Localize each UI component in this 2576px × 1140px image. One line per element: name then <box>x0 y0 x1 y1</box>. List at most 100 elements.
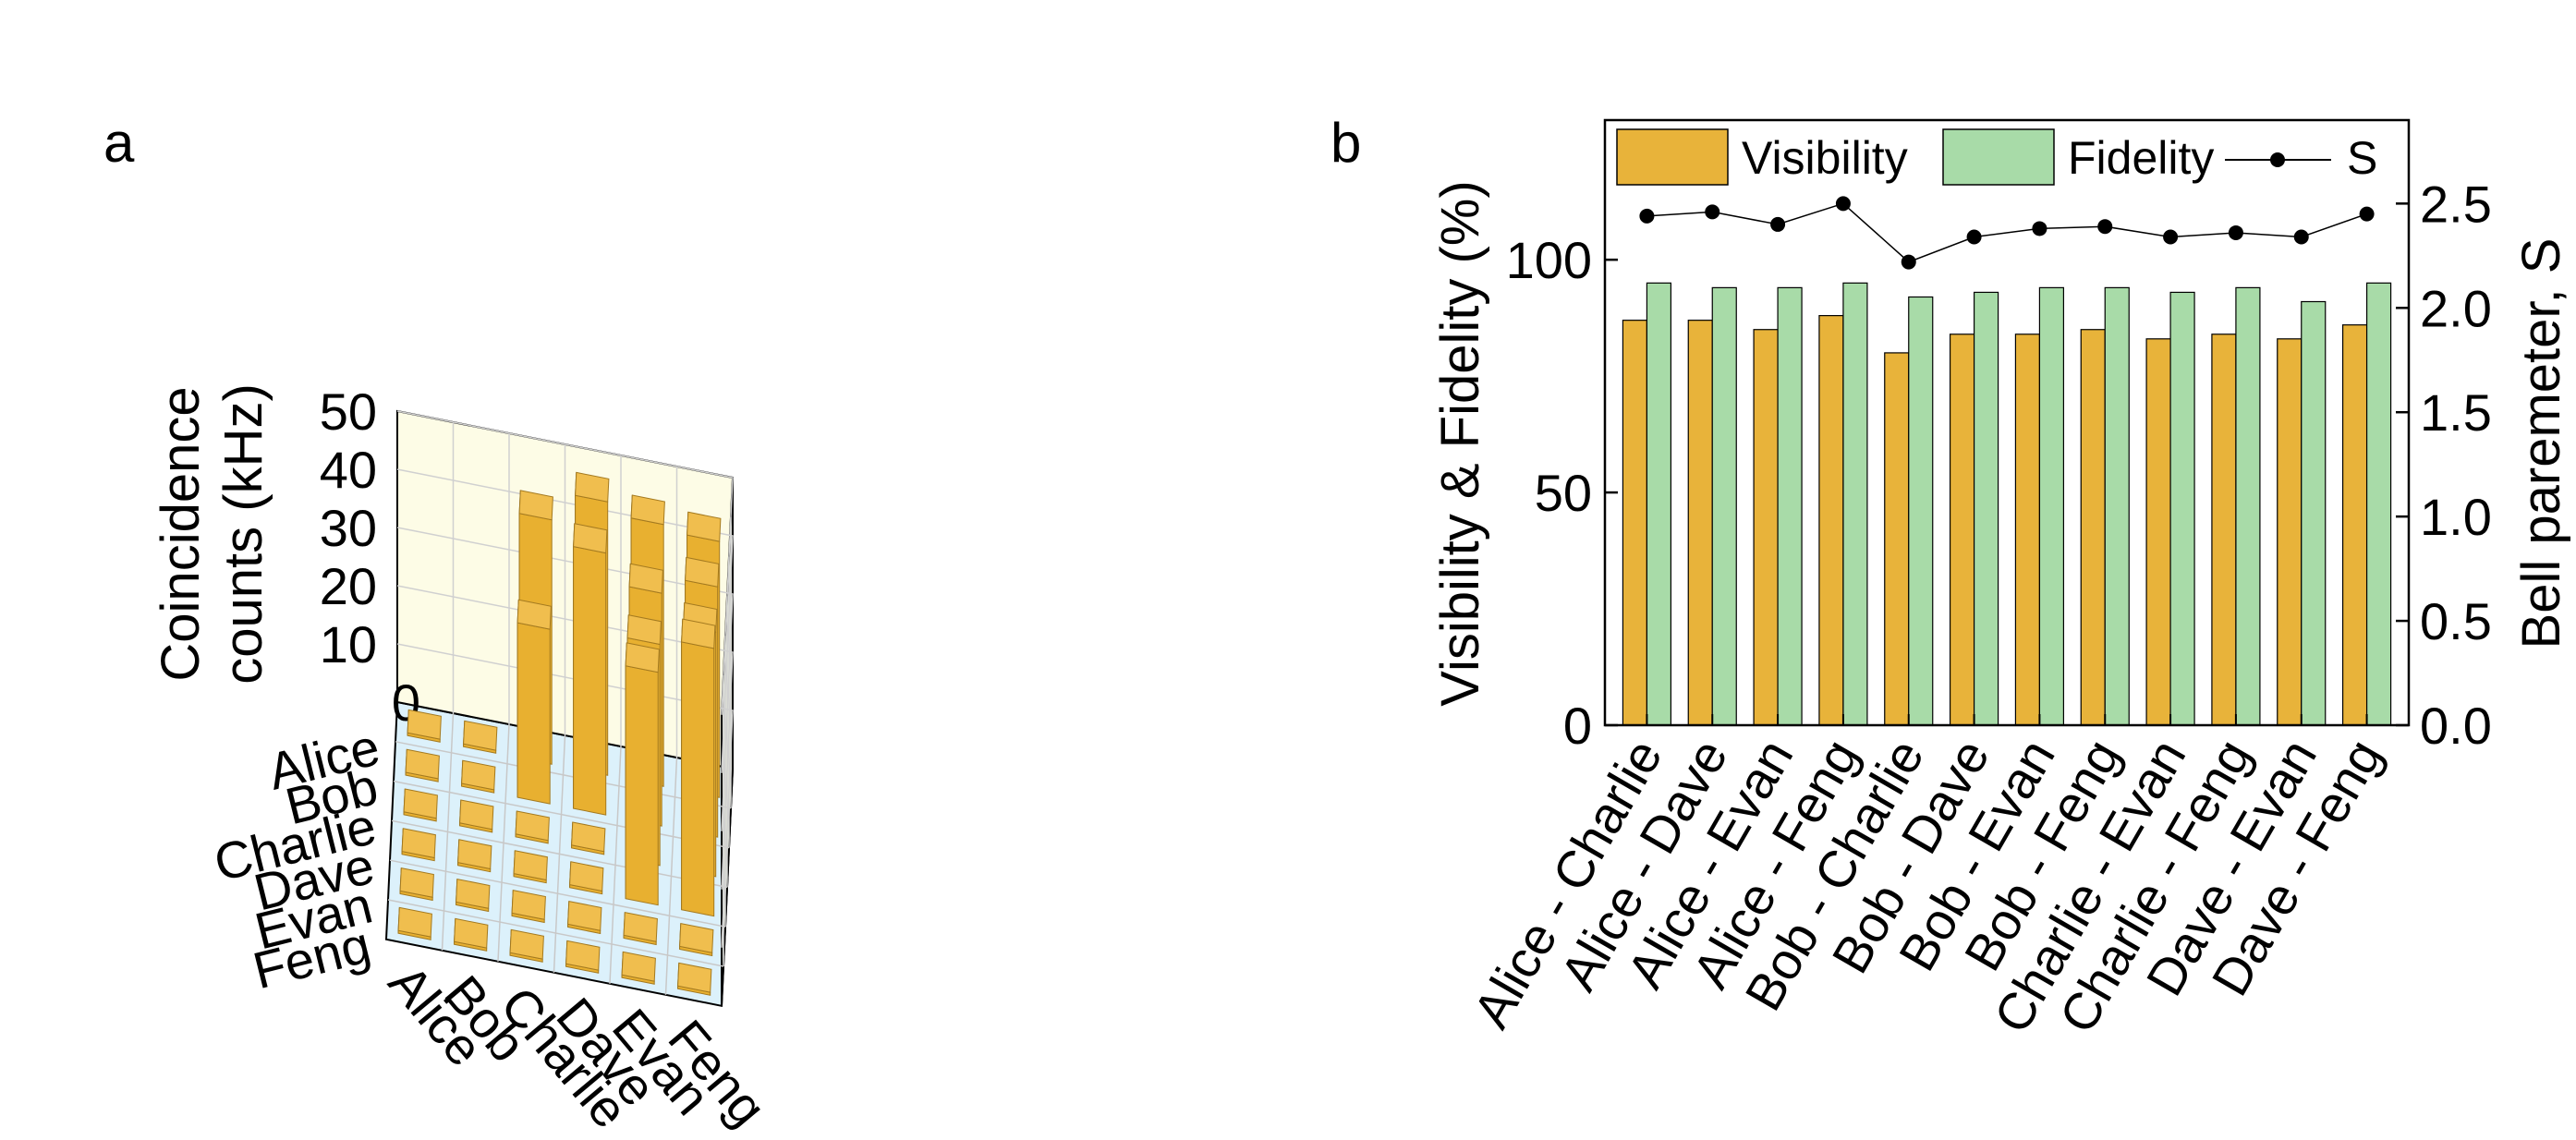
visibility-bar <box>2145 338 2171 726</box>
bar-front-face <box>516 622 551 805</box>
panel-b-left-ticks: 0 50 100 <box>1506 231 1618 755</box>
wall-grid-horizontal <box>396 585 734 890</box>
s-marker <box>1835 196 1851 212</box>
bar-feng-bob <box>454 917 489 952</box>
fidelity-bar <box>1711 286 1737 726</box>
bar-top-face <box>463 720 498 751</box>
floor-grid-row <box>387 899 724 967</box>
fidelity-bar <box>2104 286 2130 726</box>
z-tick-label: 20 <box>320 557 377 615</box>
bar-top-face <box>571 821 606 853</box>
bar-top-face <box>397 906 432 938</box>
bar-bob-dave <box>573 523 608 816</box>
panel-a-ylabel-line1: Coincidence <box>151 386 211 681</box>
fidelity-bar <box>1908 296 1934 726</box>
visibility-bar <box>1818 315 1844 726</box>
y-tick-label: 0 <box>1563 697 1592 755</box>
visibility-bar <box>2080 329 2106 726</box>
panel-b-plot-frame <box>1603 118 2411 727</box>
bar-dave-dave <box>569 861 604 895</box>
bar-dave-feng <box>681 618 716 917</box>
fidelity-bar <box>1973 291 1999 726</box>
z-tick-label: 40 <box>320 441 377 499</box>
bar-top-face <box>567 900 602 931</box>
panel-a-walls <box>384 409 735 1008</box>
bar-top-face <box>401 828 436 859</box>
bar-top-face <box>518 490 553 521</box>
bar-alice-alice <box>407 709 442 743</box>
panel-a-bars <box>397 471 722 996</box>
s-line <box>1646 202 2367 263</box>
bar-top-face <box>456 878 491 909</box>
bar-top-face <box>509 928 544 960</box>
bar-top-face <box>687 511 722 542</box>
wall-grid-horizontal <box>396 643 734 948</box>
bar-charlie-bob <box>459 799 494 833</box>
bar-charlie-dave <box>571 821 606 855</box>
fidelity-bar <box>2038 286 2065 726</box>
bar-top-face <box>405 748 440 780</box>
wall-grid-horizontal <box>396 410 734 715</box>
panel-b-legend: Visibility Fidelity S <box>1616 128 2377 186</box>
bar-top-face <box>569 861 604 892</box>
bar-feng-feng <box>677 962 712 996</box>
wall-grid-horizontal <box>396 527 734 831</box>
bar-evan-alice <box>399 867 434 902</box>
legend-visibility-label: Visibility <box>1742 132 1908 184</box>
y2-tick-label: 2.5 <box>2420 175 2492 233</box>
bar-top-face <box>513 850 548 881</box>
s-marker <box>2228 224 2243 240</box>
bar-top-face <box>459 799 494 831</box>
bar-bob-charlie <box>516 599 552 805</box>
visibility-bar <box>2014 334 2041 726</box>
bar-top-face <box>511 889 546 920</box>
bar-evan-bob <box>456 878 491 913</box>
bar-evan-evan <box>623 911 658 946</box>
bar-top-face <box>454 917 489 949</box>
y2-tick-label: 0.0 <box>2420 697 2492 755</box>
bar-top-face <box>575 471 610 503</box>
bar-charlie-alice <box>403 788 438 822</box>
bar-top-face <box>679 922 714 953</box>
fidelity-bar <box>2235 286 2261 726</box>
panel-b-ylabel: Visibility & Fidelity (%) <box>1430 180 1490 706</box>
wall-grid-horizontal <box>396 468 734 773</box>
legend-fidelity-swatch <box>1942 128 2055 186</box>
bar-evan-dave <box>567 900 602 935</box>
bar-feng-evan <box>621 951 656 985</box>
bar-charlie-charlie <box>515 810 550 844</box>
s-marker <box>2097 219 2113 235</box>
y2-tick-label: 0.5 <box>2420 592 2492 650</box>
y2-tick-label: 1.5 <box>2420 383 2492 442</box>
visibility-bar <box>1949 334 1975 726</box>
fidelity-bar <box>2169 291 2195 726</box>
bar-top-face <box>461 759 496 791</box>
bar-dave-alice <box>401 828 436 862</box>
bar-front-face <box>625 665 659 906</box>
visibility-bar <box>1884 352 1910 726</box>
bar-bob-alice <box>405 748 440 782</box>
fidelity-bar <box>1646 282 1672 726</box>
panel-a-ylabel-line2: counts (kHz) <box>213 383 273 685</box>
y2-tick-label: 2.0 <box>2420 279 2492 337</box>
s-marker <box>2032 221 2047 236</box>
fidelity-bar <box>2301 300 2327 726</box>
visibility-bar <box>2277 338 2303 726</box>
bar-top-face <box>630 494 665 526</box>
bar-top-face <box>399 867 434 898</box>
bar-top-face <box>621 951 656 982</box>
bar-top-face <box>623 911 658 942</box>
bar-dave-charlie <box>513 850 548 884</box>
bar-evan-charlie <box>511 889 546 924</box>
s-marker <box>1639 208 1655 224</box>
bar-feng-alice <box>397 906 432 940</box>
panel-b: b 0 50 100 0.0 0.5 1.0 1.5 2.0 2.5 Alice - Char… <box>1331 112 2571 1042</box>
s-marker <box>2293 229 2309 245</box>
s-marker <box>1901 254 1916 270</box>
y-tick-label: 100 <box>1506 231 1592 289</box>
panel-b-y2label: Bell paremeter, S <box>2511 238 2571 649</box>
